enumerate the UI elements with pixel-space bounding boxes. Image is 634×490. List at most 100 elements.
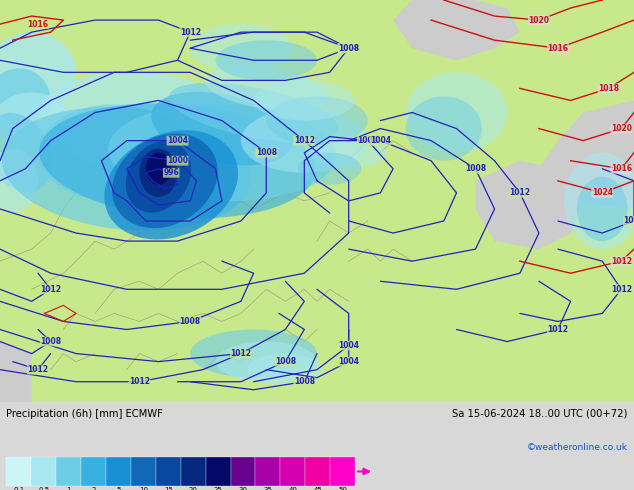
Ellipse shape (254, 80, 355, 121)
Text: 1004: 1004 (338, 357, 359, 366)
Bar (305, 457, 330, 486)
Text: 20: 20 (189, 488, 198, 490)
Bar (156, 457, 181, 486)
Text: 1008: 1008 (40, 337, 61, 346)
Bar (81, 457, 106, 486)
Text: 1004: 1004 (167, 136, 188, 145)
Ellipse shape (126, 141, 191, 213)
Text: 45: 45 (313, 488, 322, 490)
Text: 0.1: 0.1 (13, 488, 25, 490)
Text: 1012: 1012 (40, 285, 61, 294)
Ellipse shape (2, 107, 252, 231)
Ellipse shape (112, 133, 217, 228)
Ellipse shape (241, 108, 368, 173)
Bar (181, 457, 205, 486)
Ellipse shape (216, 342, 317, 382)
Bar (131, 457, 156, 486)
Ellipse shape (266, 97, 368, 145)
Text: 1004: 1004 (370, 136, 391, 145)
Ellipse shape (247, 354, 323, 386)
Ellipse shape (39, 103, 316, 218)
Bar (6, 457, 31, 486)
Ellipse shape (169, 83, 338, 142)
Ellipse shape (0, 113, 52, 193)
Ellipse shape (39, 72, 240, 170)
Ellipse shape (564, 153, 634, 249)
Text: 10: 10 (139, 488, 148, 490)
Text: 1008: 1008 (465, 164, 486, 173)
Text: 1008: 1008 (294, 377, 315, 386)
Ellipse shape (146, 153, 171, 185)
Polygon shape (0, 342, 32, 402)
Text: 1018: 1018 (598, 84, 619, 93)
Text: 25: 25 (214, 488, 223, 490)
Text: 50: 50 (338, 488, 347, 490)
Text: 1008: 1008 (256, 148, 277, 157)
Polygon shape (393, 0, 520, 60)
Ellipse shape (406, 73, 507, 153)
Text: 1020: 1020 (528, 16, 550, 24)
Text: 0.5: 0.5 (38, 488, 49, 490)
Ellipse shape (38, 104, 190, 201)
Text: 996: 996 (164, 168, 179, 177)
Text: 1012: 1012 (230, 349, 252, 358)
Text: 1012: 1012 (509, 188, 531, 197)
Ellipse shape (406, 97, 482, 161)
Text: 1012: 1012 (294, 136, 315, 145)
Bar (56, 457, 81, 486)
Text: 1016: 1016 (547, 44, 569, 53)
Ellipse shape (190, 24, 292, 73)
Ellipse shape (63, 100, 292, 181)
Text: 1016: 1016 (27, 20, 49, 28)
Text: 1012: 1012 (129, 377, 150, 386)
Bar (231, 457, 256, 486)
Text: 1012: 1012 (27, 365, 49, 374)
Text: 1000: 1000 (167, 156, 188, 165)
Text: 1012: 1012 (179, 27, 201, 37)
Text: 1008: 1008 (275, 357, 296, 366)
Ellipse shape (577, 177, 628, 241)
Text: 5: 5 (116, 488, 120, 490)
Bar (31, 457, 56, 486)
Text: 1008: 1008 (623, 217, 634, 225)
Ellipse shape (298, 153, 361, 185)
Text: 1004: 1004 (338, 341, 359, 350)
Ellipse shape (0, 93, 70, 148)
Ellipse shape (105, 130, 238, 240)
Text: 1024: 1024 (592, 188, 613, 197)
Text: 1020: 1020 (611, 124, 632, 133)
Bar (256, 457, 280, 486)
Text: 35: 35 (264, 488, 272, 490)
Text: 2: 2 (91, 488, 96, 490)
Bar (330, 457, 355, 486)
Text: 15: 15 (164, 488, 172, 490)
Text: 1008: 1008 (179, 317, 201, 326)
Text: 1: 1 (67, 488, 71, 490)
Text: Sa 15-06-2024 18..00 UTC (00+72): Sa 15-06-2024 18..00 UTC (00+72) (452, 409, 628, 419)
Ellipse shape (205, 66, 328, 110)
Ellipse shape (311, 137, 387, 169)
Ellipse shape (152, 92, 292, 166)
Bar (106, 457, 131, 486)
Text: 1012: 1012 (547, 325, 569, 334)
Bar (280, 457, 305, 486)
Text: ©weatheronline.co.uk: ©weatheronline.co.uk (527, 443, 628, 452)
Ellipse shape (216, 40, 317, 80)
Text: 40: 40 (288, 488, 297, 490)
Text: 1004: 1004 (338, 44, 359, 53)
Text: 1016: 1016 (611, 164, 632, 173)
Ellipse shape (0, 32, 76, 113)
Text: 30: 30 (238, 488, 247, 490)
Ellipse shape (0, 148, 38, 213)
Bar (205, 457, 231, 486)
Text: Precipitation (6h) [mm] ECMWF: Precipitation (6h) [mm] ECMWF (6, 409, 163, 419)
Text: 1012: 1012 (611, 285, 632, 294)
Polygon shape (539, 100, 634, 209)
Ellipse shape (0, 68, 51, 133)
Ellipse shape (139, 148, 178, 197)
Text: 1008: 1008 (338, 44, 359, 53)
Polygon shape (476, 161, 583, 249)
Ellipse shape (190, 329, 317, 378)
Ellipse shape (108, 104, 336, 201)
Text: 1000: 1000 (357, 136, 378, 145)
